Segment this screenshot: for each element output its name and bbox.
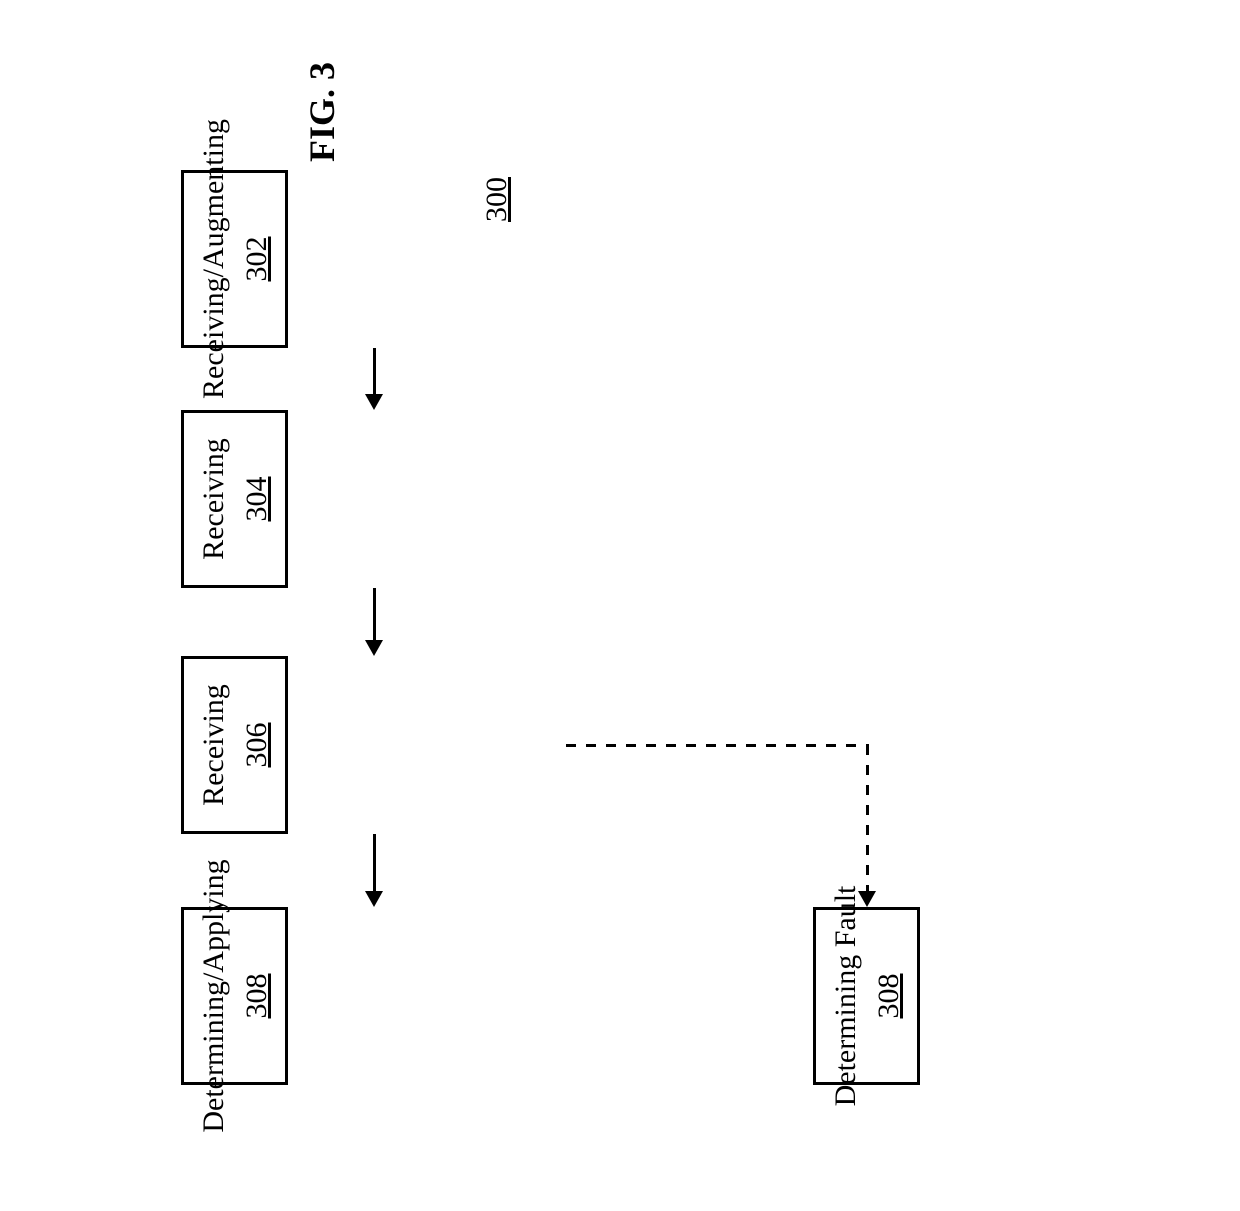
node-304-label: Receiving [197, 438, 231, 560]
figure-canvas: FIG. 3 300 Receiving/Augmenting 302 Rece… [0, 0, 1240, 1211]
arrow-302-304 [373, 348, 376, 394]
node-309-label: Determining Fault [829, 886, 863, 1107]
node-304-ref: 304 [240, 477, 274, 522]
figure-title: FIG. 3 [301, 62, 343, 162]
node-308: Determining/Applying 308 [181, 907, 288, 1085]
node-308-label: Determining/Applying [197, 859, 231, 1132]
node-306-ref: 306 [240, 723, 274, 768]
arrow-306-308-head [365, 891, 383, 907]
node-309-fault: Determining Fault 308 [813, 907, 920, 1085]
arrow-306-308 [373, 834, 376, 891]
arrow-306-fault-v [866, 745, 869, 891]
node-306-label: Receiving [197, 684, 231, 806]
node-306: Receiving 306 [181, 656, 288, 834]
figure-ref: 300 [480, 177, 514, 222]
arrow-304-306 [373, 588, 376, 640]
arrow-306-fault-head [858, 891, 876, 907]
node-302: Receiving/Augmenting 302 [181, 170, 288, 348]
node-308-ref: 308 [240, 974, 274, 1019]
node-302-ref: 302 [240, 237, 274, 282]
node-304: Receiving 304 [181, 410, 288, 588]
arrow-306-fault-h [566, 744, 869, 747]
arrow-304-306-head [365, 640, 383, 656]
arrow-302-304-head [365, 394, 383, 410]
node-309-ref: 308 [872, 974, 906, 1019]
node-302-label: Receiving/Augmenting [197, 119, 231, 399]
